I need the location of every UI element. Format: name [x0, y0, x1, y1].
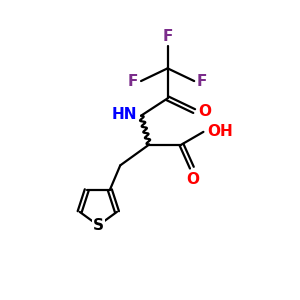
Text: HN: HN — [111, 107, 137, 122]
Text: F: F — [197, 74, 207, 88]
Text: S: S — [93, 218, 104, 233]
Text: O: O — [198, 103, 211, 118]
Text: O: O — [187, 172, 200, 187]
Text: OH: OH — [208, 124, 233, 140]
Text: F: F — [162, 28, 173, 44]
Text: F: F — [128, 74, 138, 88]
